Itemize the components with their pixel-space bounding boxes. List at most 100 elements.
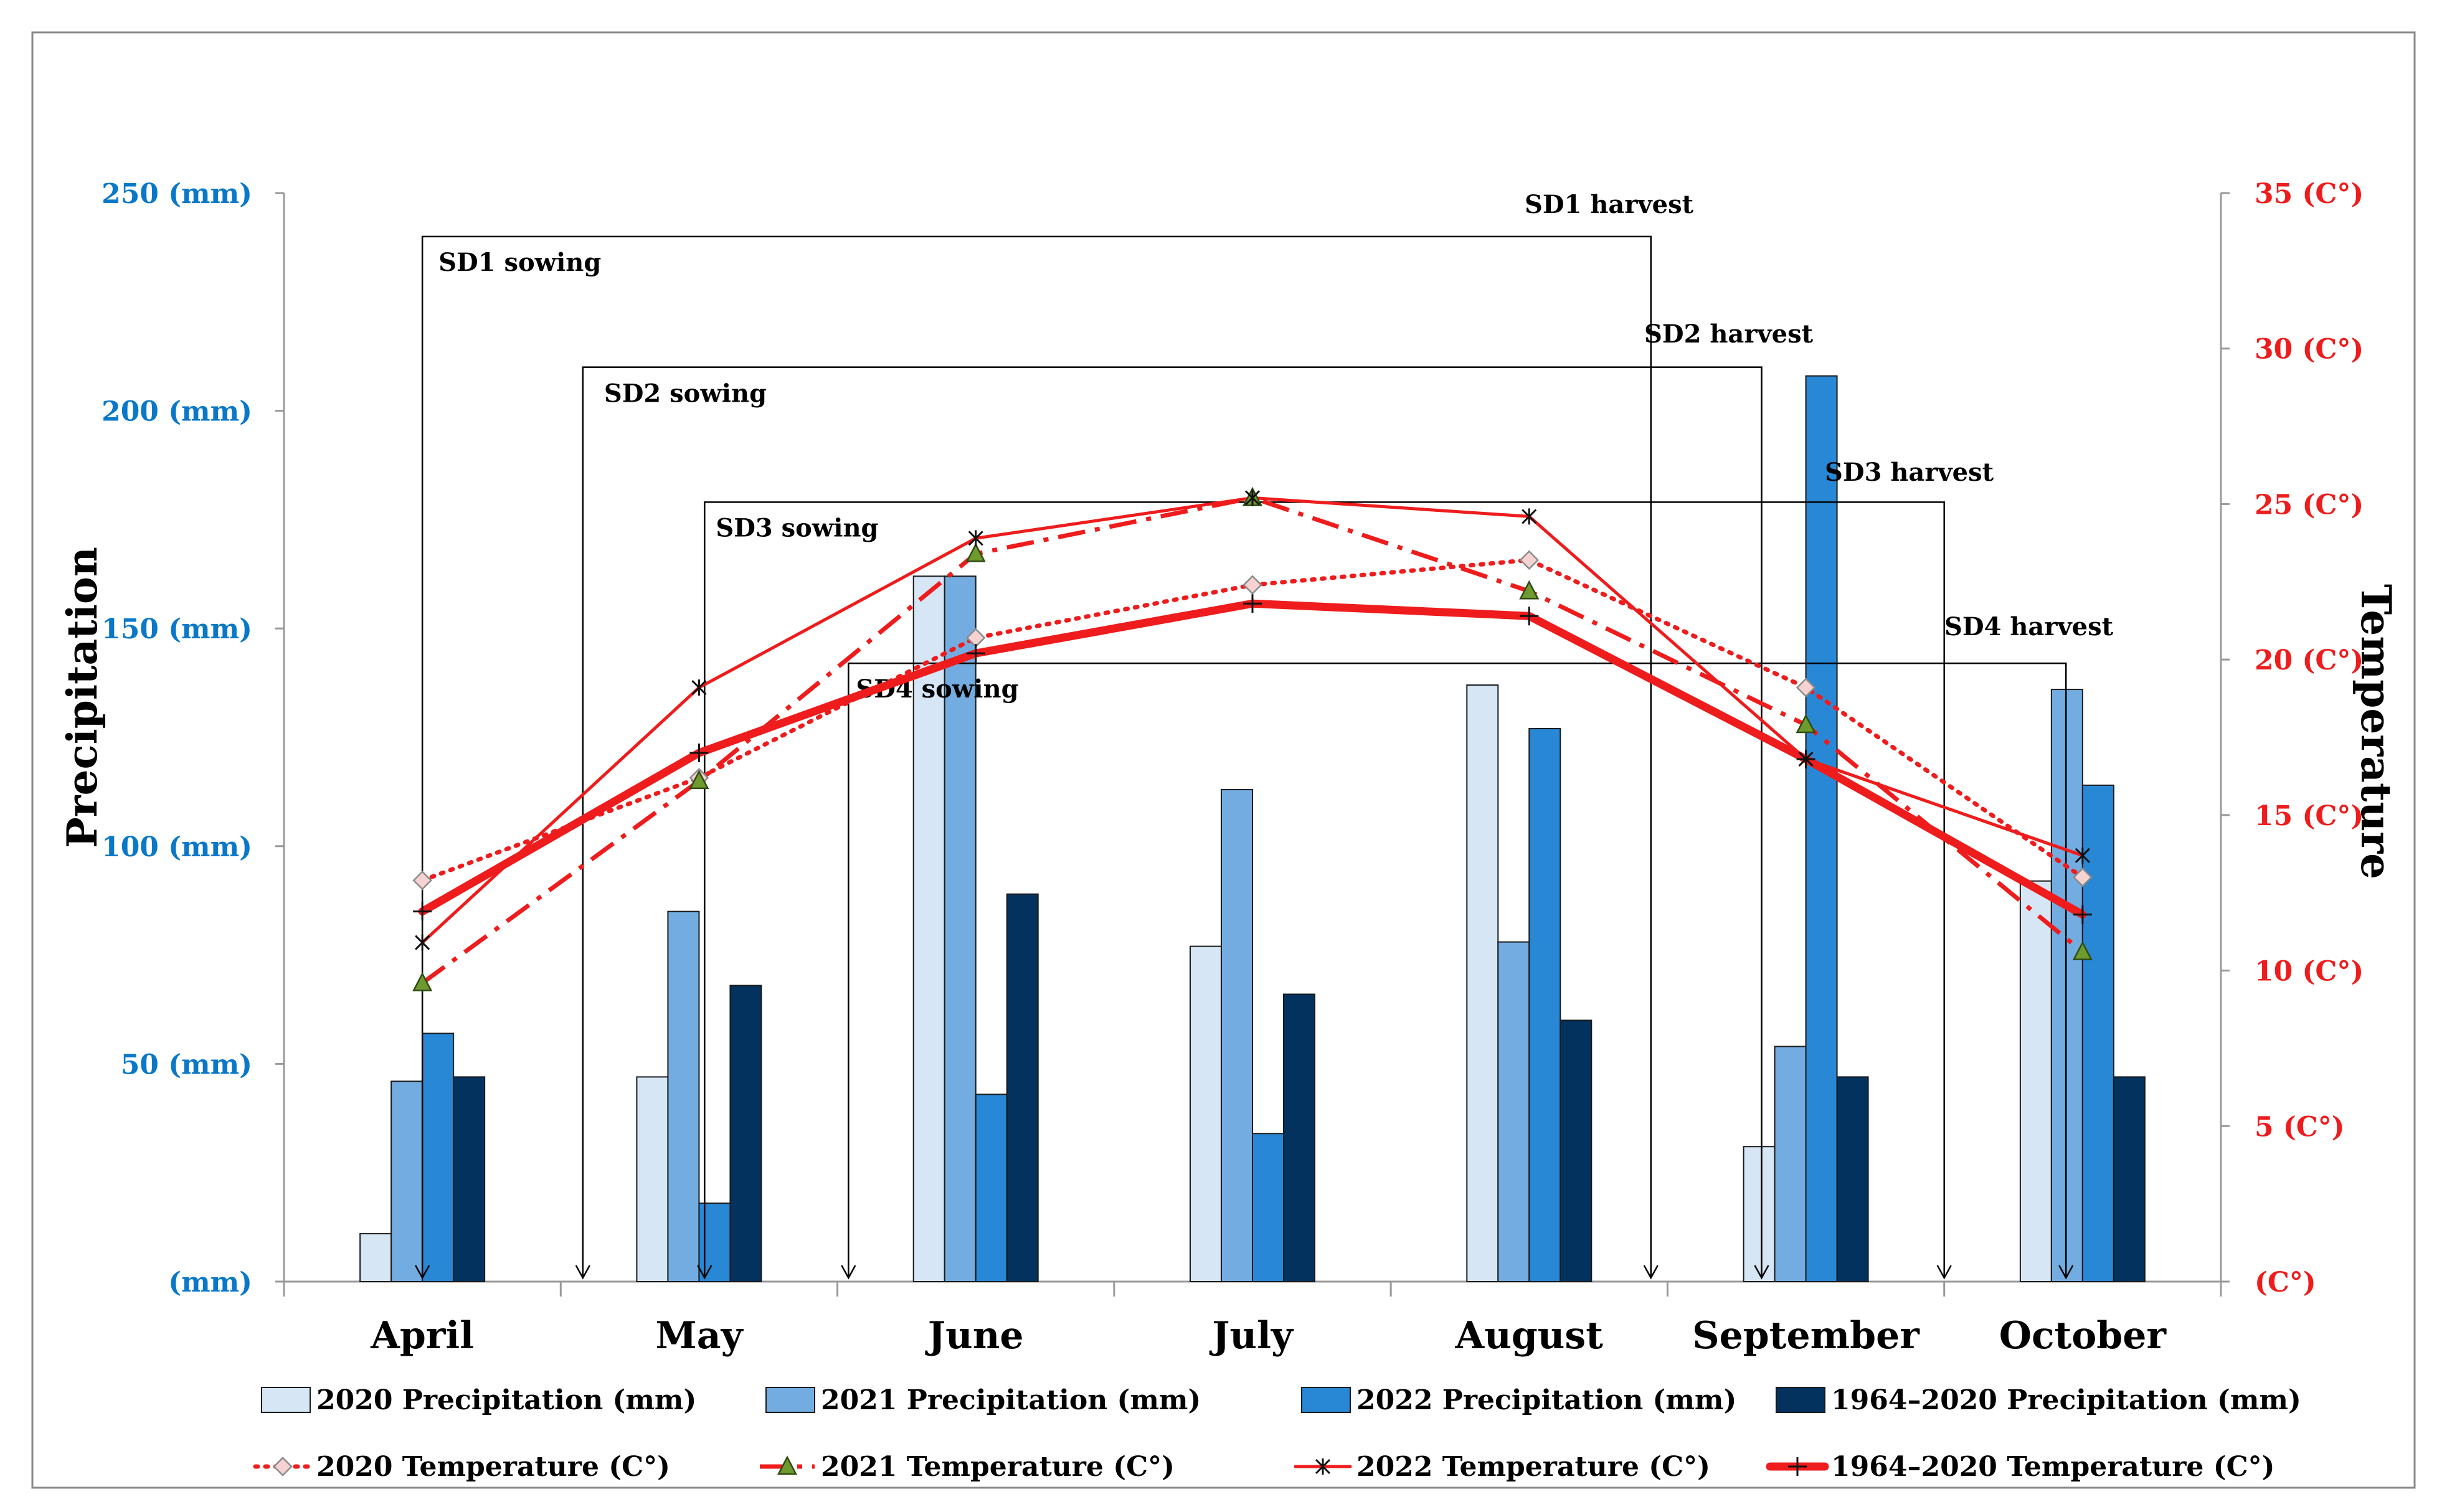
harvest-label: SD1 harvest	[1525, 190, 1694, 219]
right-tick-label: 35 (C°)	[2255, 178, 2364, 210]
sowing-harvest-brackets: SD1 sowing SD1 harvest SD2 sowing SD2 harve…	[415, 190, 2114, 1280]
precip-bar	[422, 1032, 455, 1283]
temp-marker-triangle	[1796, 714, 1816, 734]
temp-marker-triangle	[689, 770, 709, 790]
temp-marker-plus	[1243, 594, 1262, 613]
x-tick-label: May	[655, 1314, 744, 1358]
sowing-arrowhead	[697, 1265, 712, 1280]
sowing-arrowhead	[841, 1265, 856, 1280]
precip-bar	[390, 1080, 424, 1283]
y-right-axis-title: Temperature	[2352, 584, 2400, 879]
temp-marker-star	[968, 530, 983, 547]
legend-swatch-bar	[1301, 1387, 1351, 1413]
harvest-label: SD2 harvest	[1644, 319, 1814, 349]
precip-bar	[1190, 945, 1222, 1282]
legend-swatch-bar	[765, 1387, 815, 1413]
temp-marker-diamond	[2073, 867, 2093, 887]
right-tick-label: 15 (C°)	[2255, 800, 2364, 832]
x-tick-label: July	[1209, 1314, 1294, 1358]
precip-bar	[1743, 1146, 1776, 1283]
temp-marker-plus	[1788, 1457, 1807, 1476]
right-tick-label: 25 (C°)	[2255, 489, 2364, 521]
precip-bar	[1466, 684, 1499, 1282]
left-tick-label: (mm)	[168, 1267, 252, 1298]
legend-swatch-bar	[261, 1387, 311, 1413]
legend-label-bar: 1964–2020 Precipitation (mm)	[1831, 1384, 2301, 1416]
harvest-label: SD4 harvest	[1944, 612, 2114, 641]
temp-marker-diamond	[273, 1457, 293, 1477]
sowing-label: SD3 sowing	[716, 513, 878, 542]
precip-bar	[1528, 728, 1561, 1282]
temp-marker-plus	[2073, 905, 2092, 924]
precip-bar	[1774, 1046, 1807, 1282]
y-left-axis-title: Precipitation	[58, 547, 106, 848]
precip-bar	[2019, 880, 2052, 1282]
legend: 2020 Precipitation (mm) 2021 Precipitatio…	[253, 1384, 2301, 1483]
temp-marker-plus	[1520, 607, 1539, 626]
precip-bar	[1836, 1076, 1869, 1282]
temp-marker-diamond	[1242, 575, 1262, 595]
legend-label-line: 2021 Temperature (C°)	[821, 1451, 1175, 1483]
bars	[359, 375, 2146, 1283]
precip-bar	[2050, 689, 2083, 1282]
legend-label-line: 2022 Temperature (C°)	[1356, 1451, 1710, 1483]
precip-bar	[667, 910, 700, 1283]
right-tick-label: 30 (C°)	[2255, 334, 2364, 366]
legend-label-bar: 2021 Precipitation (mm)	[821, 1384, 1201, 1416]
harvest-label: SD3 harvest	[1825, 458, 1994, 487]
precip-bar	[1283, 993, 1315, 1282]
right-tick-label: 5 (C°)	[2255, 1111, 2345, 1143]
x-tick-label: September	[1692, 1314, 1920, 1358]
temp-marker-plus	[413, 902, 432, 921]
temp-marker-diamond	[1796, 678, 1816, 697]
legend-label-bar: 2022 Precipitation (mm)	[1356, 1384, 1736, 1416]
precip-bar	[359, 1233, 392, 1283]
precip-bar	[1560, 1019, 1593, 1282]
precip-bar	[944, 575, 977, 1282]
left-tick-label: 250 (mm)	[102, 178, 252, 210]
precip-bar	[1221, 788, 1253, 1283]
left-tick-label: 100 (mm)	[102, 831, 252, 863]
x-tick-label: June	[925, 1314, 1024, 1358]
precip-bar	[975, 1094, 1008, 1282]
precip-bar	[1805, 375, 1838, 1283]
temp-marker-star	[415, 934, 430, 951]
precip-bar	[636, 1076, 669, 1282]
precip-bar	[698, 1203, 731, 1283]
harvest-arrowhead	[2058, 1265, 2074, 1280]
bracket-line	[848, 662, 2067, 1277]
right-tick-label: 20 (C°)	[2255, 645, 2364, 676]
temp-marker-triangle	[1519, 580, 1540, 600]
temp-marker-diamond	[412, 870, 432, 891]
left-tick-label: 50 (mm)	[121, 1049, 252, 1080]
sowing-label: SD1 sowing	[438, 248, 601, 277]
harvest-arrowhead	[1936, 1265, 1952, 1280]
x-tick-label: October	[1999, 1314, 2167, 1358]
sowing-arrowhead	[415, 1265, 430, 1280]
precip-bar	[1252, 1133, 1284, 1282]
temp-marker-star	[1522, 508, 1537, 525]
temp-marker-plus	[966, 644, 985, 663]
temperature-lines	[412, 486, 2093, 991]
precip-bar	[912, 575, 945, 1282]
right-tick-label: 10 (C°)	[2255, 956, 2364, 988]
harvest-arrowhead	[1754, 1265, 1769, 1280]
precip-bar	[2113, 1076, 2146, 1282]
precip-bar	[2081, 784, 2114, 1282]
precip-bar	[453, 1076, 486, 1282]
x-tick-label: April	[370, 1314, 474, 1358]
legend-swatch-bar	[1776, 1387, 1825, 1413]
temp-marker-triangle	[777, 1455, 798, 1475]
temp-marker-diamond	[1519, 550, 1540, 570]
precip-bar	[1497, 941, 1530, 1282]
temp-marker-star	[691, 679, 707, 696]
temp-marker-plus	[689, 743, 709, 762]
legend-label-line: 2020 Temperature (C°)	[316, 1451, 670, 1483]
precip-bar	[1006, 893, 1039, 1283]
left-tick-label: 200 (mm)	[102, 396, 252, 428]
temp-marker-star	[2075, 847, 2090, 864]
sowing-label: SD2 sowing	[604, 379, 767, 409]
temp-marker-star	[1315, 1458, 1331, 1475]
temp-marker-triangle	[2072, 940, 2093, 960]
